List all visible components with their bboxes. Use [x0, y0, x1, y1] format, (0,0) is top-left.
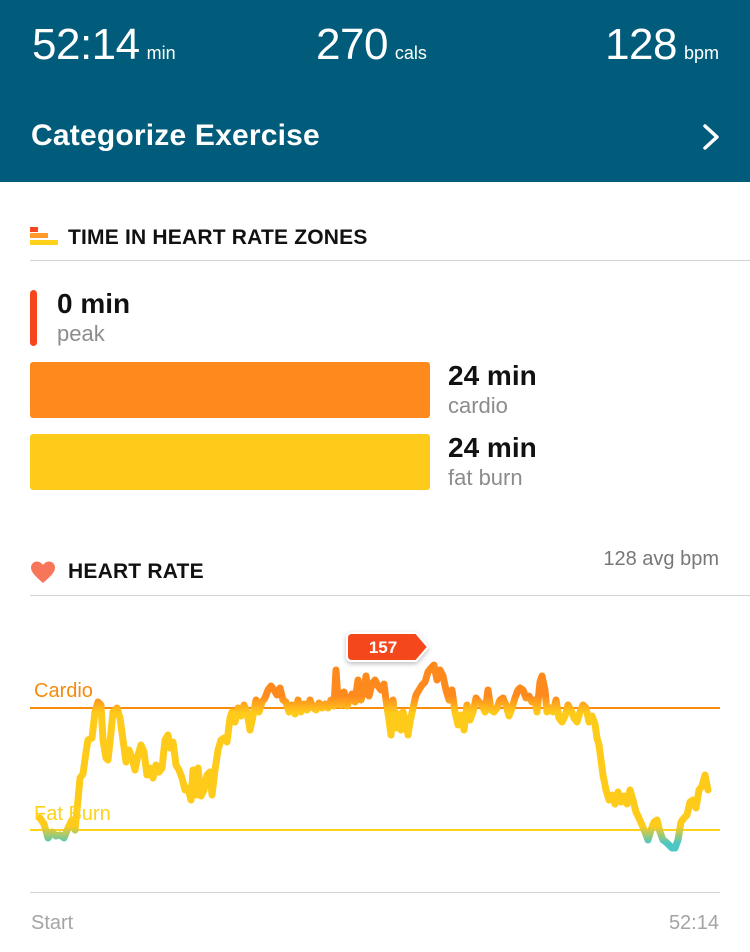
- calories-unit: cals: [394, 43, 427, 63]
- heart-rate-unit: bpm: [683, 43, 719, 63]
- cardio-zone-label: cardio: [448, 393, 508, 418]
- chart-end-label: 52:14: [668, 912, 719, 934]
- heart-rate-divider: [30, 595, 750, 596]
- fat-burn-line-label: Fat Burn: [34, 803, 111, 825]
- duration-stat: 52:14 min: [32, 20, 176, 70]
- categorize-exercise-label: Categorize Exercise: [31, 119, 320, 152]
- cardio-zone-bar: [30, 362, 430, 418]
- heart-rate-chart[interactable]: 157: [0, 600, 750, 900]
- duration-unit: min: [146, 43, 176, 63]
- workout-summary-header: 52:14 min 270 cals 128 bpm Categorize Ex…: [0, 0, 750, 182]
- chart-start-label: Start: [31, 912, 74, 934]
- fat-burn-zone-value: 24 min: [448, 432, 537, 463]
- heart-rate-section-header: HEART RATE: [30, 560, 750, 584]
- fat-burn-zone-bar: [30, 434, 430, 490]
- peak-bpm-value: 157: [369, 638, 397, 657]
- peak-zone-value: 0 min: [57, 288, 131, 319]
- calories-stat: 270 cals: [316, 20, 427, 70]
- peak-zone-label: peak: [57, 321, 105, 346]
- zones-bar-icon: [30, 227, 58, 249]
- chart-axis-divider: [30, 892, 720, 893]
- cardio-zone-value: 24 min: [448, 360, 537, 391]
- zones-section-title: TIME IN HEART RATE ZONES: [68, 226, 368, 249]
- average-bpm-label: 128 avg bpm: [603, 548, 719, 570]
- fat-burn-zone-label: fat burn: [448, 465, 523, 490]
- heart-rate-line: [36, 661, 712, 852]
- heart-rate-value: 128: [605, 20, 677, 69]
- calories-value: 270: [316, 20, 388, 69]
- duration-value: 52:14: [32, 20, 140, 69]
- chevron-right-icon: [703, 124, 719, 150]
- categorize-exercise-button[interactable]: Categorize Exercise: [0, 100, 750, 172]
- cardio-line-label: Cardio: [34, 680, 93, 702]
- heart-rate-stat: 128 bpm: [605, 20, 719, 70]
- heart-icon: [31, 561, 55, 583]
- heart-rate-section-title: HEART RATE: [68, 560, 204, 583]
- zones-section-header: TIME IN HEART RATE ZONES: [30, 226, 750, 250]
- peak-zone-indicator: [30, 290, 37, 346]
- zones-divider: [30, 260, 750, 261]
- peak-bpm-marker: [346, 632, 430, 662]
